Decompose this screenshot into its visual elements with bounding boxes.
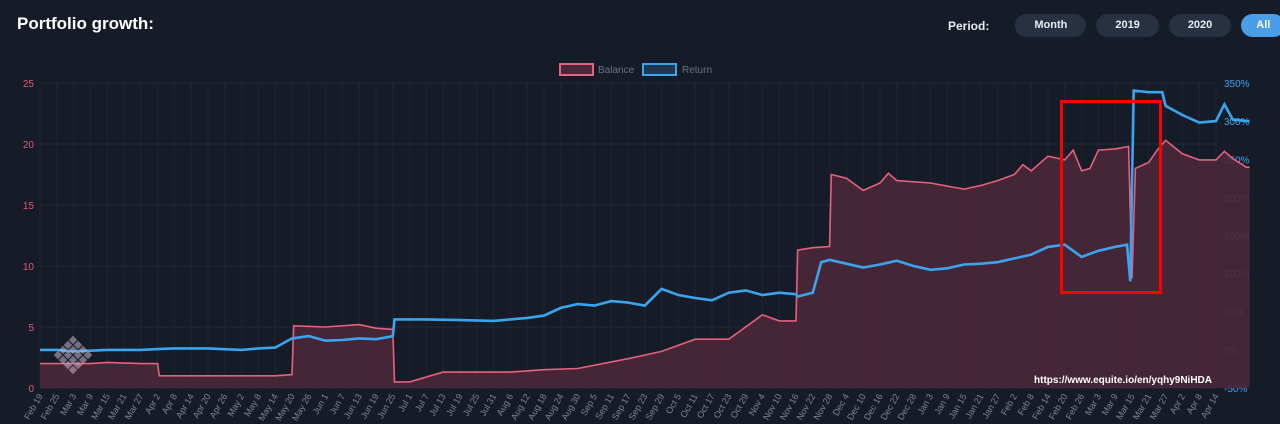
logo-watermark-cell (68, 355, 78, 365)
x-axis-tick-label: Jul 1 (396, 392, 414, 413)
period-label: Period: (948, 18, 990, 33)
logo-watermark-cell (63, 350, 73, 360)
x-axis-tick-label: Apr 2 (1168, 392, 1187, 416)
logo-watermark-cell (58, 345, 68, 355)
logo-watermark-cell (83, 350, 93, 360)
left-axis-tick-label: 10 (23, 262, 35, 273)
left-axis-tick-label: 20 (23, 140, 35, 151)
right-axis-tick-label: 350% (1224, 79, 1250, 90)
right-axis-tick-label: 300% (1224, 117, 1250, 128)
logo-watermark-cell (53, 350, 63, 360)
logo-watermark-cell (78, 345, 88, 355)
logo-watermark-cell (68, 365, 78, 375)
left-axis-tick-label: 25 (23, 79, 35, 90)
balance-line (40, 139, 1250, 383)
x-axis-tick-label: Jul 31 (478, 392, 499, 418)
period-all-button[interactable]: All (1241, 14, 1280, 37)
left-axis: 0 5 10 15 20 25 (23, 79, 35, 395)
page-title: Portfolio growth: (17, 14, 154, 33)
x-axis-tick-label: Jan 3 (915, 392, 935, 416)
chart-series (40, 89, 1250, 388)
return-line (40, 89, 1250, 353)
legend-label-balance: Balance (598, 65, 635, 76)
period-month-button[interactable]: Month (1015, 14, 1087, 37)
period-2019-button[interactable]: 2019 (1096, 14, 1159, 37)
x-axis-tick-label: Apr 2 (143, 392, 162, 416)
logo-watermark-cell (73, 340, 83, 350)
period-selector: Period: Month 2019 2020 All (948, 14, 1280, 37)
left-axis-tick-label: 5 (28, 323, 34, 334)
legend-swatch-return (642, 63, 677, 76)
highlight-box (1060, 100, 1162, 294)
logo-watermark-cell (68, 335, 78, 345)
right-axis-tick-label: -50% (1224, 384, 1247, 395)
legend-swatch-balance (559, 63, 594, 76)
chart-legend: Balance Return (559, 63, 712, 76)
logo-watermark-cell (73, 350, 83, 360)
logo-watermark-cell (78, 355, 88, 365)
logo-watermark-cell (58, 355, 68, 365)
logo-watermark-cell (63, 340, 73, 350)
chart-overlay: https://www.equite.io/en/yqhy9NiHDA (53, 100, 1212, 386)
watermark-url: https://www.equite.io/en/yqhy9NiHDA (1034, 375, 1212, 386)
logo-watermark-cell (63, 360, 73, 370)
x-axis-tick-label: Jun 1 (311, 392, 331, 416)
logo-watermark-cell (68, 345, 78, 355)
left-axis-tick-label: 15 (23, 201, 35, 212)
legend-label-return: Return (682, 65, 712, 76)
left-axis-tick-label: 0 (28, 384, 34, 395)
logo-watermark-cell (73, 360, 83, 370)
period-2020-button[interactable]: 2020 (1168, 14, 1232, 37)
